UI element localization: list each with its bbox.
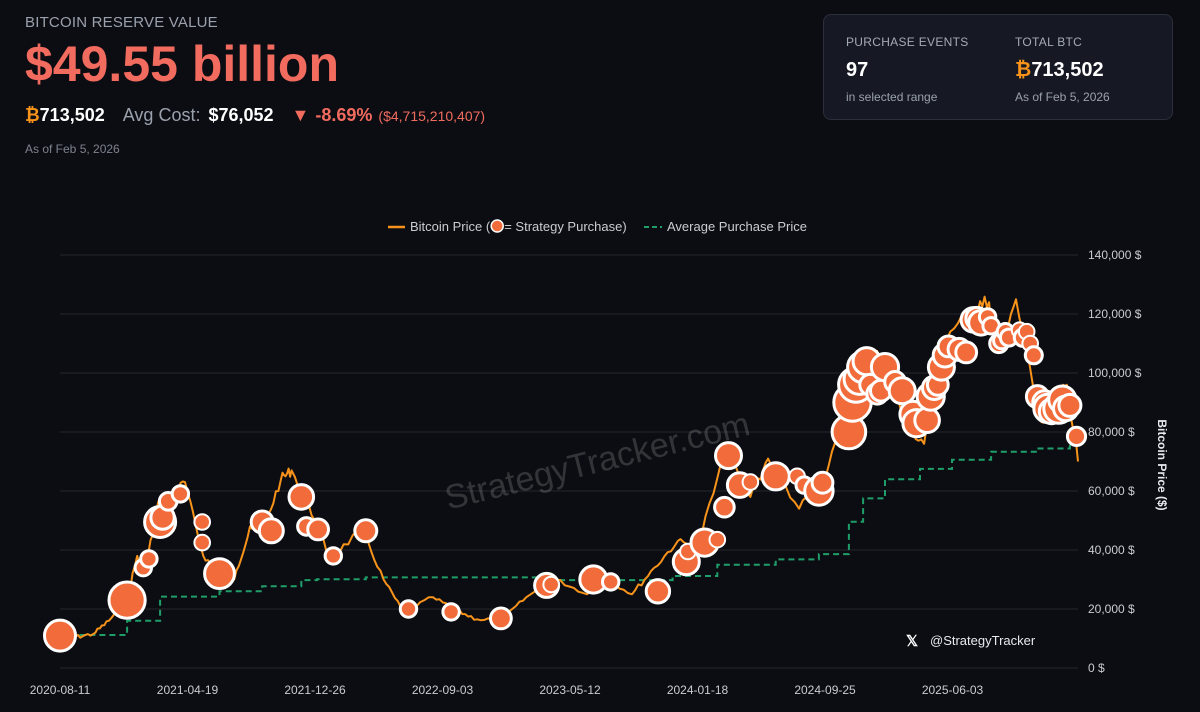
purchase-marker[interactable] bbox=[713, 495, 736, 519]
change-percent: -8.69% bbox=[315, 105, 373, 125]
y-axis: 0 $ 20,000 $ 40,000 $ 60,000 $ 80,000 $ 100,0… bbox=[1088, 248, 1142, 675]
chart-legend[interactable]: Bitcoin Price ( = Strategy Purchase) Ave… bbox=[388, 219, 807, 234]
purchase-markers bbox=[43, 305, 1088, 653]
reserve-eyebrow: BITCOIN RESERVE VALUE bbox=[25, 14, 218, 31]
purchase-marker[interactable] bbox=[741, 473, 760, 491]
purchase-marker[interactable] bbox=[644, 578, 672, 605]
purchase-events-stat: PURCHASE EVENTS 97 in selected range bbox=[846, 35, 969, 104]
purchase-marker[interactable] bbox=[714, 441, 743, 471]
purchase-marker[interactable] bbox=[170, 484, 191, 504]
purchase-marker[interactable] bbox=[1065, 425, 1088, 447]
purchase-events-value: 97 bbox=[846, 59, 869, 81]
purchase-marker[interactable] bbox=[323, 546, 343, 566]
y-tick-label: 40,000 $ bbox=[1088, 543, 1135, 557]
legend-avg-label: Average Purchase Price bbox=[667, 219, 807, 234]
purchase-marker[interactable] bbox=[1023, 345, 1044, 366]
y-tick-label: 80,000 $ bbox=[1088, 425, 1135, 439]
handle-text: @StrategyTracker bbox=[930, 633, 1036, 648]
x-tick-label: 2022-09-03 bbox=[412, 683, 474, 697]
change-down-arrow-icon: ▼ bbox=[291, 105, 310, 125]
x-tick-label: 2024-09-25 bbox=[794, 683, 856, 697]
y-tick-label: 140,000 $ bbox=[1088, 248, 1142, 262]
purchase-marker[interactable] bbox=[708, 530, 727, 549]
x-tick-label: 2025-06-03 bbox=[922, 683, 984, 697]
total-btc-value-row: ₿713,502 bbox=[1015, 59, 1110, 82]
purchase-marker[interactable] bbox=[760, 461, 791, 492]
x-tick-label: 2021-04-19 bbox=[157, 683, 219, 697]
purchase-marker[interactable] bbox=[193, 533, 211, 552]
legend-price-label-post: = Strategy Purchase) bbox=[504, 219, 626, 234]
watermark: StrategyTracker.com bbox=[441, 405, 753, 517]
purchase-marker[interactable] bbox=[107, 580, 147, 620]
purchase-marker[interactable] bbox=[810, 470, 835, 495]
total-btc-label: TOTAL BTC bbox=[1015, 35, 1083, 49]
x-tick-label: 2023-05-12 bbox=[539, 683, 601, 697]
purchase-marker[interactable] bbox=[542, 575, 561, 594]
x-logo-icon: 𝕏 bbox=[906, 633, 918, 650]
x-tick-label: 2024-01-18 bbox=[667, 683, 729, 697]
x-axis: 2020-08-11 2021-04-19 2021-12-26 2022-09-03… bbox=[30, 683, 984, 697]
purchase-marker[interactable] bbox=[913, 406, 941, 434]
bitcoin-symbol-icon: ₿ bbox=[25, 105, 40, 125]
btc-amount: 713,502 bbox=[39, 105, 105, 125]
bitcoin-symbol-icon: ₿ bbox=[1015, 59, 1032, 81]
purchase-marker[interactable] bbox=[43, 618, 77, 653]
purchase-marker[interactable] bbox=[489, 606, 513, 631]
purchase-marker[interactable] bbox=[887, 376, 917, 406]
avg-cost-value: $76,052 bbox=[208, 105, 274, 125]
change-usd: ($4,715,210,407) bbox=[378, 108, 486, 124]
total-btc-value: 713,502 bbox=[1031, 59, 1104, 81]
total-btc-stat: TOTAL BTC ₿713,502 As of Feb 5, 2026 bbox=[1015, 35, 1110, 104]
y-tick-label: 100,000 $ bbox=[1088, 366, 1142, 380]
purchase-marker[interactable] bbox=[193, 513, 211, 531]
purchase-marker[interactable] bbox=[398, 599, 419, 619]
purchase-marker[interactable] bbox=[954, 340, 979, 365]
purchase-marker[interactable] bbox=[441, 602, 461, 622]
purchase-marker[interactable] bbox=[306, 517, 331, 542]
purchase-marker[interactable] bbox=[287, 483, 316, 511]
summary-card: PURCHASE EVENTS 97 in selected range TOT… bbox=[823, 14, 1173, 120]
handle-badge[interactable]: 𝕏 @StrategyTracker bbox=[906, 633, 1036, 650]
total-btc-sub: As of Feb 5, 2026 bbox=[1015, 90, 1110, 104]
purchase-marker[interactable] bbox=[139, 549, 159, 569]
purchase-marker[interactable] bbox=[1057, 392, 1083, 418]
avg-purchase-price-line bbox=[60, 442, 1079, 637]
chart-grid bbox=[60, 254, 1078, 669]
x-tick-label: 2021-12-26 bbox=[284, 683, 346, 697]
purchase-marker[interactable] bbox=[257, 517, 285, 545]
purchase-marker[interactable] bbox=[353, 518, 379, 544]
as-of-date: As of Feb 5, 2026 bbox=[25, 142, 120, 156]
y-tick-label: 120,000 $ bbox=[1088, 307, 1142, 321]
reserve-header: BITCOIN RESERVE VALUE $49.55 billion ₿ 7… bbox=[25, 14, 485, 156]
purchase-marker[interactable] bbox=[601, 572, 621, 592]
legend-price-label-pre: Bitcoin Price ( bbox=[410, 219, 491, 234]
y-tick-label: 20,000 $ bbox=[1088, 602, 1135, 616]
legend-purchase-marker bbox=[490, 219, 504, 233]
bitcoin-price-chart: Bitcoin Price ( = Strategy Purchase) Ave… bbox=[30, 219, 1169, 697]
purchase-events-label: PURCHASE EVENTS bbox=[846, 35, 969, 49]
y-tick-label: 60,000 $ bbox=[1088, 484, 1135, 498]
avg-cost-label: Avg Cost: bbox=[122, 105, 201, 125]
y-tick-label: 0 $ bbox=[1088, 661, 1105, 675]
y-axis-title: Bitcoin Price ($) bbox=[1155, 419, 1169, 510]
reserve-value: $49.55 billion bbox=[25, 36, 340, 92]
reserve-stats-row: ₿ 713,502 Avg Cost: $76,052 ▼ -8.69% ($4… bbox=[25, 105, 485, 126]
purchase-events-sub: in selected range bbox=[846, 90, 938, 104]
purchase-marker[interactable] bbox=[203, 557, 236, 591]
x-tick-label: 2020-08-11 bbox=[30, 683, 91, 697]
